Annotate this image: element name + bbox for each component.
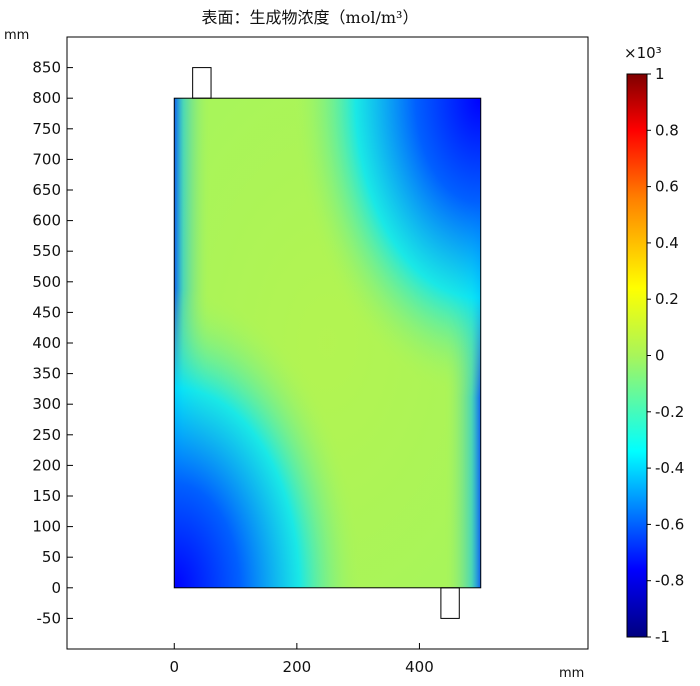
colorbar-tick-label-2: 0.6 xyxy=(655,178,679,196)
colorbar xyxy=(626,73,648,638)
y-tick-label-1: 0 xyxy=(51,579,61,597)
y-tick-label-7: 300 xyxy=(32,395,61,413)
colorbar-tick-label-6: -0.2 xyxy=(655,403,684,421)
y-tick-label-3: 100 xyxy=(32,518,61,536)
y-ticks: -50 0 50 100 150 200 250 300 350 400 450 500 550 600 6… xyxy=(32,59,73,627)
x-tick-label-2: 400 xyxy=(405,658,434,676)
y-axis-unit: mm xyxy=(4,28,29,43)
colorbar-tick-label-5: 0 xyxy=(655,347,665,365)
colorbar-tick-label-7: -0.4 xyxy=(655,459,684,477)
colorbar-tick-label-9: -0.8 xyxy=(655,572,684,590)
colorbar-tick-label-3: 0.4 xyxy=(655,234,679,252)
colorbar-tick-label-8: -0.6 xyxy=(655,515,684,533)
x-tick-label-0: 0 xyxy=(169,658,179,676)
x-axis-unit: mm xyxy=(559,666,584,681)
y-tick-label-17: 800 xyxy=(32,89,61,107)
outlet-port xyxy=(440,587,460,619)
y-tick-label-12: 550 xyxy=(32,242,61,260)
inlet-port xyxy=(192,67,212,99)
y-tick-label-0: -50 xyxy=(37,609,62,627)
y-tick-label-5: 200 xyxy=(32,456,61,474)
y-tick-label-15: 700 xyxy=(32,150,61,168)
x-ticks: 0 200 400 xyxy=(169,643,434,676)
y-tick-label-11: 500 xyxy=(32,273,61,291)
colorbar-tick-label-4: 0.2 xyxy=(655,290,679,308)
colorbar-tick-label-1: 0.8 xyxy=(655,121,679,139)
colorbar-ticks: 1 0.8 0.6 0.4 0.2 0 -0.2 -0.4 -0.6 -0.8 -1 xyxy=(647,65,684,646)
y-tick-label-16: 750 xyxy=(32,120,61,138)
y-tick-label-14: 650 xyxy=(32,181,61,199)
domain-bottom-left-shade xyxy=(174,98,481,588)
y-tick-label-18: 850 xyxy=(32,59,61,77)
x-tick-label-1: 200 xyxy=(283,658,312,676)
colorbar-tick-label-0: 1 xyxy=(655,65,665,83)
colorbar-tick-label-10: -1 xyxy=(655,628,670,646)
y-tick-label-8: 350 xyxy=(32,365,61,383)
y-tick-label-2: 50 xyxy=(42,548,61,566)
y-tick-label-10: 450 xyxy=(32,303,61,321)
domain-outline xyxy=(173,97,482,589)
y-tick-label-6: 250 xyxy=(32,426,61,444)
y-tick-label-13: 600 xyxy=(32,212,61,230)
y-tick-label-4: 150 xyxy=(32,487,61,505)
colorbar-multiplier: ×10³ xyxy=(624,44,662,62)
chart-title: 表面：生成物浓度（mol/m³） xyxy=(202,8,419,27)
heatmap-domain xyxy=(174,98,481,588)
y-tick-label-9: 400 xyxy=(32,334,61,352)
